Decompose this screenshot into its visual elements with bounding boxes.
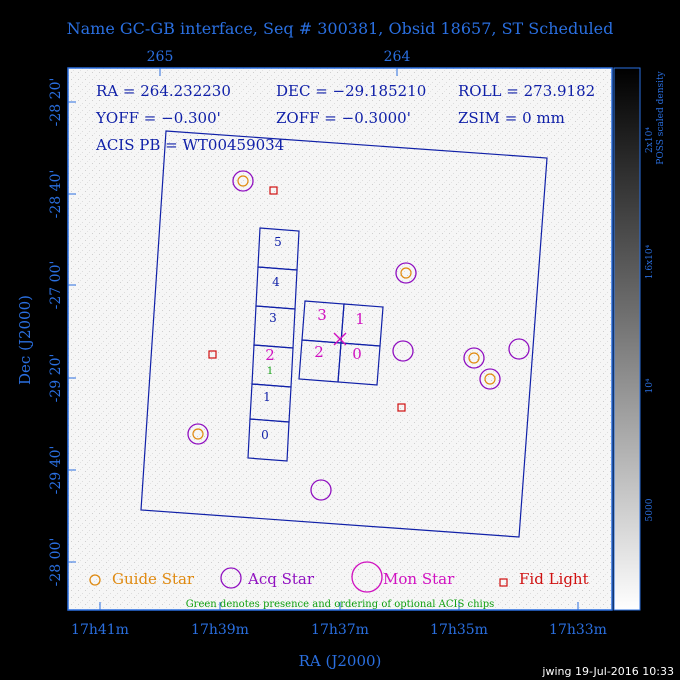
info-yoff: YOFF = −0.300' — [95, 109, 221, 127]
legend-note: Green denotes presence and ordering of o… — [186, 599, 495, 610]
chip-label: 3 — [317, 306, 327, 324]
acis-chip — [337, 342, 381, 386]
chip-label: 2 — [314, 343, 324, 361]
bottom-axis: 17h41m 17h39m 17h37m 17h35m 17h33m — [71, 602, 607, 638]
plot-title: Name GC-GB interface, Seq # 300381, Obsi… — [67, 19, 614, 38]
legend-fid-icon — [499, 578, 508, 587]
legend-mon-icon — [351, 561, 383, 593]
colorbar — [613, 67, 641, 611]
legend-acq-label: Acq Star — [247, 570, 315, 588]
chip-label: 4 — [272, 275, 280, 289]
legend-acq-icon — [220, 567, 242, 589]
info-acis-pb: ACIS PB = WT00459034 — [95, 136, 284, 154]
guide-star — [468, 352, 480, 364]
colorbar-title: POSS scaled density — [656, 70, 666, 164]
colorbar-tick-label: 5000 — [645, 498, 655, 521]
acis-center-labels: 3 1 2 0 — [314, 306, 365, 363]
guide-star — [237, 175, 249, 187]
acq-star — [463, 347, 485, 369]
chip-label: 2 — [265, 346, 275, 364]
acq-star — [232, 170, 254, 192]
legend: Guide Star Acq Star Mon Star Fid Light G… — [89, 561, 589, 610]
colorbar-ticks: 2x10⁴ 1.6x10⁴ 10⁴ 5000 — [645, 127, 655, 522]
acis-chip — [247, 418, 290, 462]
top-tick-label: 265 — [147, 49, 174, 65]
bottom-tick-label: 17h39m — [191, 622, 249, 638]
acq-star — [310, 479, 332, 501]
left-axis: -28 20' -28 40' -27 00' -29 20' -29 40' … — [48, 78, 76, 587]
acq-star — [508, 338, 530, 360]
chip-label: 1 — [263, 390, 271, 404]
info-ra: RA = 264.232230 — [96, 82, 231, 100]
left-tick-label: -27 00' — [48, 261, 64, 310]
guide-star — [192, 428, 204, 440]
info-dec: DEC = −29.185210 — [276, 82, 426, 100]
guide-star — [400, 267, 412, 279]
fid-light — [208, 350, 217, 359]
acq-star — [479, 368, 501, 390]
credit-stamp: jwing 19-Jul-2016 10:33 — [542, 665, 674, 678]
bottom-tick-label: 17h37m — [311, 622, 369, 638]
left-tick-label: -29 20' — [48, 354, 64, 403]
info-roll: ROLL = 273.9182 — [458, 82, 595, 100]
acq-star — [395, 262, 417, 284]
legend-guide-icon — [89, 574, 101, 586]
chip-label: 5 — [274, 235, 282, 249]
bottom-tick-label: 17h35m — [430, 622, 488, 638]
colorbar-tick-label: 1.6x10⁴ — [645, 244, 655, 279]
left-tick-label: -28 40' — [48, 170, 64, 219]
acis-chip-column — [247, 227, 300, 462]
left-tick-label: -28 00' — [48, 538, 64, 587]
bottom-tick-label: 17h41m — [71, 622, 129, 638]
aimpoint-marker — [333, 332, 347, 346]
y-axis-title: Dec (J2000) — [16, 295, 34, 385]
chip-label: 0 — [352, 345, 362, 363]
stars — [187, 170, 530, 501]
top-tick-label: 264 — [384, 49, 411, 65]
info-zsim: ZSIM = 0 mm — [458, 109, 565, 127]
field-of-view-outline — [140, 130, 548, 538]
chip-label-optional: 1 — [267, 366, 273, 377]
fid-light — [269, 186, 278, 195]
pointing-info: RA = 264.232230 DEC = −29.185210 ROLL = … — [95, 82, 595, 154]
info-zoff: ZOFF = −0.3000' — [276, 109, 411, 127]
legend-guide-label: Guide Star — [112, 570, 195, 588]
acq-star — [187, 423, 209, 445]
left-tick-label: -28 20' — [48, 78, 64, 127]
fid-lights — [208, 186, 406, 412]
legend-fid-label: Fid Light — [519, 570, 589, 588]
left-tick-label: -29 40' — [48, 446, 64, 495]
colorbar-tick-label: 2x10⁴ — [645, 127, 655, 153]
acis-center-array — [298, 300, 384, 386]
chip-label: 1 — [355, 310, 365, 328]
bottom-tick-label: 17h33m — [549, 622, 607, 638]
chip-label: 0 — [261, 428, 269, 442]
acis-chip-labels: 5 4 3 2 1 1 0 — [261, 235, 282, 442]
x-axis-title: RA (J2000) — [299, 652, 382, 670]
legend-mon-label: Mon Star — [383, 570, 455, 588]
fid-light — [397, 403, 406, 412]
colorbar-tick-label: 10⁴ — [645, 378, 655, 393]
chip-label: 3 — [269, 311, 277, 325]
acq-star — [392, 340, 414, 362]
guide-star — [484, 373, 496, 385]
